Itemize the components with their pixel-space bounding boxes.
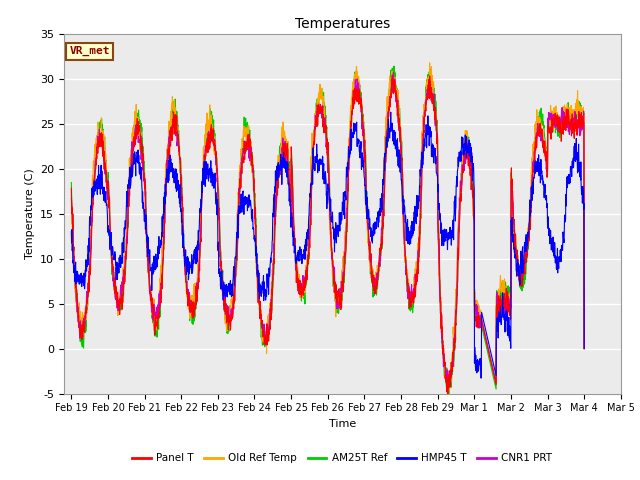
Legend: Panel T, Old Ref Temp, AM25T Ref, HMP45 T, CNR1 PRT: Panel T, Old Ref Temp, AM25T Ref, HMP45 …: [128, 449, 557, 468]
Title: Temperatures: Temperatures: [295, 17, 390, 31]
X-axis label: Time: Time: [329, 419, 356, 429]
Y-axis label: Temperature (C): Temperature (C): [24, 168, 35, 259]
Text: VR_met: VR_met: [70, 46, 110, 57]
